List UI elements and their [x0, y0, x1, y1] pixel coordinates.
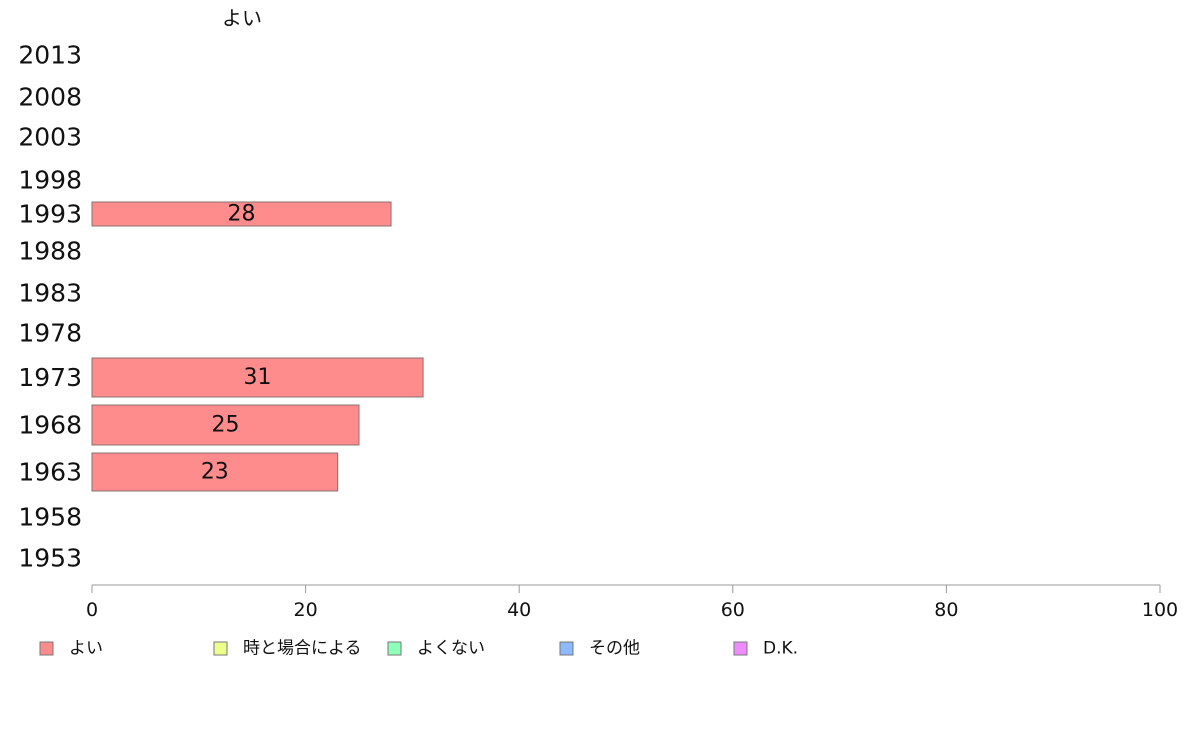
bar-label-1973: 31 [244, 365, 272, 390]
bar-label-1993: 28 [228, 202, 256, 227]
bar-1993 [91, 201, 392, 227]
year-label-1983: 1983 [18, 279, 82, 308]
year-label-1968: 1968 [18, 411, 82, 440]
year-label-2013: 2013 [18, 41, 82, 70]
legend-swatch-1 [213, 641, 228, 656]
year-label-1973: 1973 [18, 363, 82, 392]
year-label-1958: 1958 [18, 503, 82, 532]
year-label-1993: 1993 [18, 200, 82, 229]
legend: よい 時と場合による よくない その他 D.K. [39, 639, 798, 659]
year-label-1988: 1988 [18, 237, 82, 266]
bar-1963 [91, 452, 339, 492]
bar-label-1968: 25 [212, 413, 240, 438]
bars [91, 201, 424, 492]
bar-label-1963: 23 [201, 460, 229, 485]
legend-swatch-2 [387, 641, 402, 656]
x-tick-label-100: 100 [1142, 599, 1178, 621]
year-label-1953: 1953 [18, 544, 82, 573]
bar-1968 [91, 404, 360, 446]
year-label-1963: 1963 [18, 458, 82, 487]
x-tick-label-80: 80 [934, 599, 958, 621]
chart-title: よい [222, 6, 262, 30]
year-label-1998: 1998 [18, 166, 82, 195]
legend-swatch-3 [559, 641, 574, 656]
x-axis: 0 20 40 60 80 100 [86, 584, 1178, 621]
legend-label-3: その他 [589, 639, 640, 659]
legend-label-0: よい [69, 639, 103, 659]
legend-swatch-4 [733, 641, 748, 656]
x-tick-label-0: 0 [86, 599, 98, 621]
x-tick-label-60: 60 [721, 599, 745, 621]
year-label-2008: 2008 [18, 83, 82, 112]
legend-swatch-0 [39, 641, 54, 656]
legend-label-2: よくない [417, 639, 485, 659]
x-tick-label-20: 20 [294, 599, 318, 621]
year-labels: 2013 2008 2003 1998 1993 1988 1983 1978 1973 1968… [18, 41, 82, 573]
x-tick-label-40: 40 [507, 599, 531, 621]
bar-1973 [91, 357, 424, 398]
legend-label-1: 時と場合による [243, 639, 362, 659]
year-label-2003: 2003 [18, 123, 82, 152]
legend-label-4: D.K. [763, 639, 798, 659]
year-label-1978: 1978 [18, 319, 82, 348]
